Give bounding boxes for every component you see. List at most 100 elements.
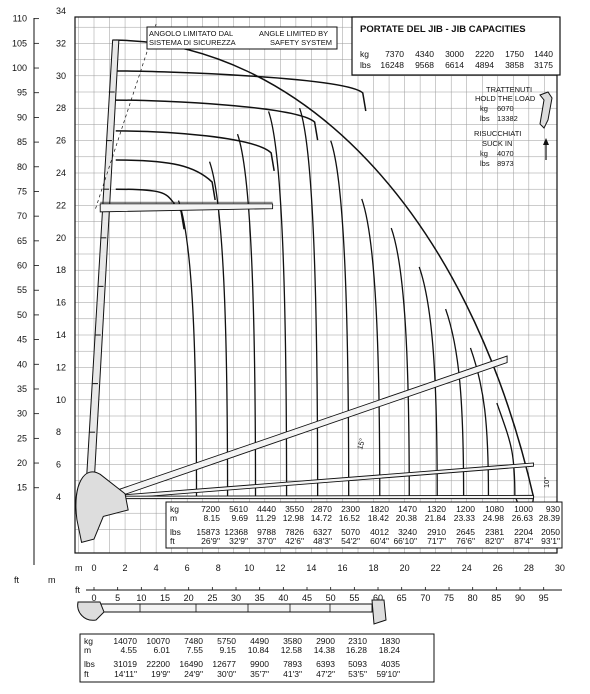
- y-m-tick-label: 4: [56, 492, 61, 502]
- t1-kg: 1820: [370, 504, 389, 514]
- t1-kg: 1000: [514, 504, 533, 514]
- y-m-tick-label: 28: [56, 103, 66, 113]
- y-ft-tick-label: 80: [17, 162, 27, 172]
- t2-lbs: 31019: [113, 659, 137, 669]
- t1-m: 14.72: [311, 513, 333, 523]
- t1-m: 26.63: [512, 513, 534, 523]
- t1-kg: 4440: [257, 504, 276, 514]
- range-curve: [115, 130, 275, 172]
- jib-kg-value: 4340: [415, 49, 434, 59]
- t2-lbs: 6393: [316, 659, 335, 669]
- t2-ft: 59'10": [376, 669, 400, 679]
- y-ft-tick-label: 50: [17, 310, 27, 320]
- angle-note-en-1: ANGLE LIMITED BY: [259, 29, 328, 38]
- x-m-tick-label: 18: [369, 563, 379, 573]
- y-m-tick-label: 16: [56, 298, 66, 308]
- t2-ft: 30'0": [217, 669, 236, 679]
- t1-ft: 87'4": [514, 536, 533, 546]
- jib-kg-value: 1440: [534, 49, 553, 59]
- y-ft-tick-label: 60: [17, 261, 27, 271]
- t2-lbs: 7893: [283, 659, 302, 669]
- y-m-tick-label: 20: [56, 233, 66, 243]
- x-ft-tick-label: 15: [160, 593, 170, 603]
- t2-ft: 47'2": [316, 669, 335, 679]
- x-ft-tick-label: 10: [136, 593, 146, 603]
- x-ft-tick-label: 55: [349, 593, 359, 603]
- x-m-tick-label: 30: [555, 563, 565, 573]
- chart-frame: [74, 16, 558, 554]
- x-ft-tick-label: 60: [373, 593, 383, 603]
- t2-kg: 10070: [146, 636, 170, 646]
- retracted-boom-tip: [371, 599, 387, 625]
- suck-title-1: RISUCCHIATI: [474, 129, 521, 138]
- hold-lbs-value: 13382: [497, 114, 518, 123]
- y-ft-tick-label: 65: [17, 236, 27, 246]
- t1-lbs: 5070: [341, 527, 360, 537]
- t2-lbs: 9900: [250, 659, 269, 669]
- x-m-tick-label: 14: [306, 563, 316, 573]
- jib-hold-icon: [539, 91, 553, 129]
- angle-note-it-1: ANGOLO LIMITATO DAL: [149, 29, 233, 38]
- y-m-tick-label: 34: [56, 6, 66, 16]
- t2-lbs: 16490: [179, 659, 203, 669]
- retracted-boom-drawing: [77, 599, 387, 625]
- t2-kg: 2310: [348, 636, 367, 646]
- t1-lbs: 12368: [224, 527, 248, 537]
- range-curve: [115, 99, 319, 141]
- x-ft-tick-label: 85: [491, 593, 501, 603]
- t2-kg: 2900: [316, 636, 335, 646]
- working-range-curves: [112, 39, 535, 516]
- x-ft-tick-label: 45: [302, 593, 312, 603]
- chart-axes: 4681012141618202224262830323415202530354…: [12, 6, 565, 603]
- t1-m: 12.98: [283, 513, 305, 523]
- t1-ft: 82'0": [485, 536, 504, 546]
- angle-limit-note: ANGOLO LIMITATO DAL SISTEMA DI SICUREZZA…: [146, 26, 338, 50]
- x-ft-tick-label: 0: [91, 593, 96, 603]
- t1-ft: 37'0": [257, 536, 276, 546]
- jib-lbs-label: lbs: [360, 60, 371, 70]
- y-ft-tick-label: 105: [12, 38, 27, 48]
- t1-kg: 1200: [456, 504, 475, 514]
- suck-kg-value: 4070: [497, 149, 514, 158]
- t1-ft: 76'6": [456, 536, 475, 546]
- x-ft-tick-label: 80: [468, 593, 478, 603]
- t1-ft: 60'4": [370, 536, 389, 546]
- t2-ft: 35'7": [250, 669, 269, 679]
- jib-lbs-value: 3858: [505, 60, 524, 70]
- t2-kg: 4490: [250, 636, 269, 646]
- x-m-tick-label: 22: [431, 563, 441, 573]
- y-m-tick-label: 32: [56, 38, 66, 48]
- x-m-axis-label: m: [75, 563, 83, 573]
- t2-lbs: 4035: [381, 659, 400, 669]
- hold-title-1: TRATTENUTI: [486, 85, 532, 94]
- t1-ft: 42'6": [285, 536, 304, 546]
- y-ft-axis-label: ft: [14, 575, 20, 585]
- boom-inclined-15: [105, 355, 508, 501]
- x-ft-tick-label: 95: [539, 593, 549, 603]
- t1-lbs: 2910: [427, 527, 446, 537]
- crane-base: [75, 471, 129, 543]
- x-m-tick-label: 12: [275, 563, 285, 573]
- x-ft-tick-label: 75: [444, 593, 454, 603]
- y-m-tick-label: 6: [56, 460, 61, 470]
- x-m-tick-label: 0: [91, 563, 96, 573]
- t2-kg-label: kg: [84, 636, 93, 646]
- jib-kg-value: 3000: [445, 49, 464, 59]
- t2-kg: 7480: [184, 636, 203, 646]
- suck-kg-label: kg: [480, 149, 488, 158]
- y-ft-tick-label: 95: [17, 88, 27, 98]
- y-ft-tick-label: 85: [17, 137, 27, 147]
- jib-title: PORTATE DEL JIB - JIB CAPACITIES: [360, 24, 526, 35]
- hold-title-2: HOLD THE LOAD: [475, 94, 536, 103]
- angle-note-en-2: SAFETY SYSTEM: [270, 38, 332, 47]
- t1-lbs: 2204: [514, 527, 533, 537]
- t1-lbs-label: lbs: [170, 527, 181, 537]
- x-ft-tick-label: 40: [278, 593, 288, 603]
- t1-ft: 54'2": [341, 536, 360, 546]
- x-m-tick-label: 26: [493, 563, 503, 573]
- t1-m: 8.15: [203, 513, 220, 523]
- t1-kg: 1320: [427, 504, 446, 514]
- t2-m-label: m: [84, 645, 91, 655]
- y-m-tick-label: 8: [56, 427, 61, 437]
